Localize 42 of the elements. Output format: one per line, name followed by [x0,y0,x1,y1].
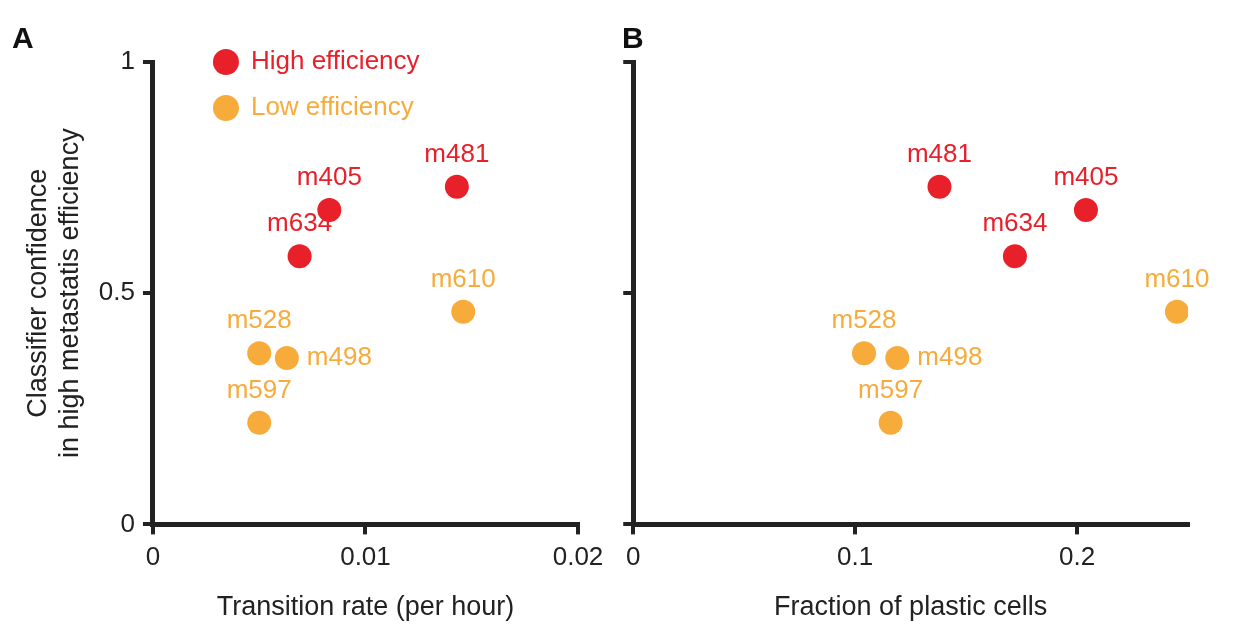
point [274,345,299,370]
data-label: m405 [1053,161,1119,192]
x-tick-label: 0.1 [837,541,874,572]
point [1002,244,1027,269]
point [852,341,877,366]
point [878,410,903,435]
x-axis-title: Transition rate (per hour) [216,591,515,622]
point [247,410,272,435]
data-label: m634 [982,207,1048,238]
y-tick-label: 1 [120,45,135,76]
data-label: m528 [831,304,897,335]
data-label: m597 [858,373,924,404]
x-tick-label: 0 [626,541,641,572]
y-axis-title: Classifier confidence in high metastatis efficiency [21,127,85,459]
x-axis-title: Fraction of plastic cells [774,591,1048,622]
point [247,341,272,366]
data-label: m481 [424,138,490,169]
point [1073,197,1098,222]
point [444,174,469,199]
data-label: m610 [430,262,496,293]
chart-title: A [12,21,34,55]
legend-label: Low efficiency [250,91,414,122]
chart-title: B [622,21,644,55]
point [1164,299,1188,324]
point [287,244,312,269]
data-label: m610 [1144,262,1210,293]
x-tick-label: 0.02 [552,541,604,572]
x-tick-label: 0.2 [1058,541,1096,572]
data-label: m498 [917,341,983,372]
data-label: m405 [296,161,362,192]
data-label: m481 [906,138,972,169]
data-label: m498 [306,341,372,372]
y-tick-label: 0.5 [98,276,135,307]
legend-label: High efficiency [250,45,420,76]
data-label: m597 [226,373,292,404]
data-label: m528 [226,304,292,335]
point [927,174,952,199]
point [451,299,476,324]
point [885,345,910,370]
x-tick-label: 0.01 [340,541,391,572]
y-tick-label: 0 [120,507,135,538]
x-tick-label: 0 [145,541,161,572]
